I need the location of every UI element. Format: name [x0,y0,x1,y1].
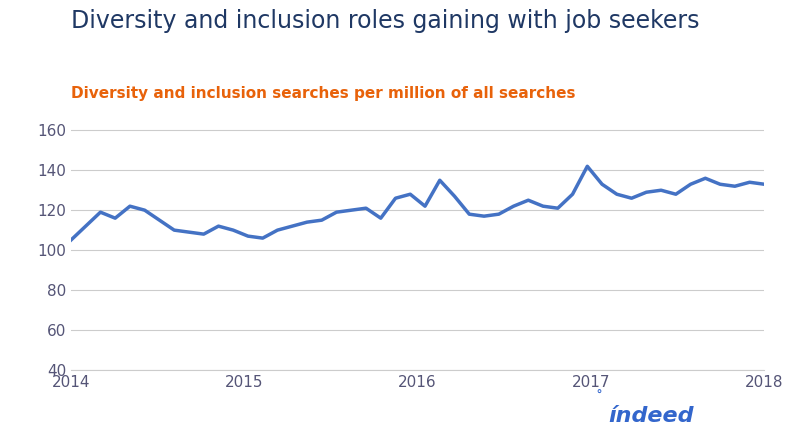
Text: ˚: ˚ [595,392,602,406]
Text: Diversity and inclusion searches per million of all searches: Diversity and inclusion searches per mil… [71,86,575,101]
Text: Diversity and inclusion roles gaining with job seekers: Diversity and inclusion roles gaining wi… [71,9,700,33]
Text: índeed: índeed [608,405,693,426]
